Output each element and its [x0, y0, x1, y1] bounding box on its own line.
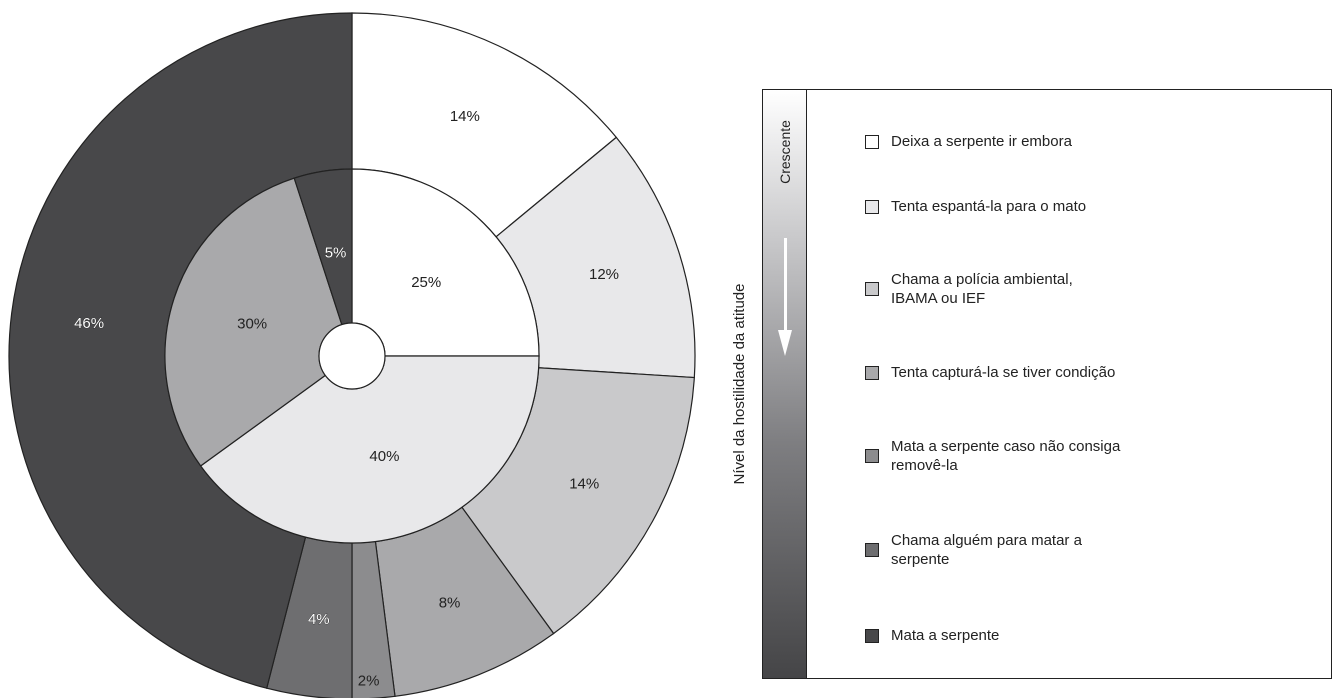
legend-swatch [865, 449, 879, 463]
legend-label: Tenta capturá-la se tiver condição [891, 364, 1116, 381]
legend-swatch [865, 366, 879, 380]
legend-item: Chama alguém para matar a serpente [865, 531, 1191, 569]
legend-label: Tenta espantá-la para o mato [891, 198, 1087, 215]
center-hole [318, 322, 386, 390]
legend-label: Chama alguém para matar a serpente [891, 532, 1082, 568]
legend-swatch [865, 543, 879, 557]
legend-item: Tenta capturá-la se tiver condição [865, 363, 1191, 382]
arrow-head-icon [778, 330, 792, 356]
slice-labels: 14% 12% 14% 8% 2% 4% 46% 25% 40% 30% 5% [74, 108, 619, 689]
arrow-down-icon [784, 238, 787, 334]
legend: Crescente Deixa a serpente ir embora Ten… [762, 89, 1332, 679]
legend-swatch [865, 135, 879, 149]
legend-label: Deixa a serpente ir embora [891, 133, 1072, 150]
legend-swatch [865, 629, 879, 643]
legend-item: Mata a serpente caso não consiga removê-… [865, 437, 1191, 475]
outer-ring [8, 12, 696, 698]
inner-slice-label-0: 25% [411, 274, 441, 291]
outer-slice-label-3: 8% [439, 594, 461, 611]
inner-ring [164, 168, 540, 544]
outer-slice-label-6: 46% [74, 315, 104, 332]
inner-slice-label-3: 5% [325, 244, 347, 261]
legend-label: Mata a serpente [891, 627, 1000, 644]
legend-item: Tenta espantá-la para o mato [865, 197, 1191, 216]
legend-swatch [865, 282, 879, 296]
outer-slice-label-0: 14% [450, 108, 480, 125]
inner-slice-label-1: 40% [369, 448, 399, 465]
donut-chart: 14% 12% 14% 8% 2% 4% 46% 25% 40% 30% 5% [8, 12, 696, 698]
outer-slice-label-4: 2% [358, 672, 380, 689]
legend-label: Mata a serpente caso não consiga removê-… [891, 438, 1121, 474]
outer-slice-label-1: 12% [589, 266, 619, 283]
legend-label: Chama a polícia ambiental, IBAMA ou IEF [891, 271, 1073, 307]
inner-slice-label-2: 30% [237, 316, 267, 333]
legend-swatch [865, 200, 879, 214]
outer-slice-label-5: 4% [308, 611, 330, 628]
y-axis-label: Nível da hostilidade da atitude [731, 283, 748, 485]
hostility-gradient-bar: Crescente [763, 90, 807, 678]
outer-slice-label-2: 14% [569, 476, 599, 493]
legend-item: Chama a polícia ambiental, IBAMA ou IEF [865, 270, 1191, 308]
legend-item: Deixa a serpente ir embora [865, 132, 1191, 151]
legend-item: Mata a serpente [865, 626, 1191, 645]
scale-label: Crescente [777, 120, 793, 184]
